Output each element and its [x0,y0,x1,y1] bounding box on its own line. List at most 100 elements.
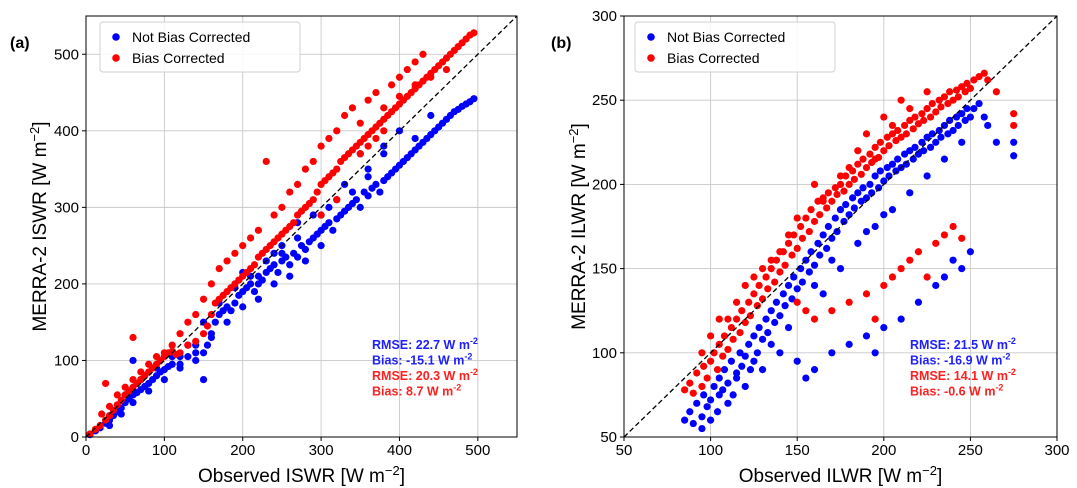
x-tick-label: 250 [958,442,983,459]
data-point [797,222,805,231]
data-point [888,130,897,138]
data-point [828,349,836,357]
y-axis-label: MERRA-2 ISWR [W m−2] [27,121,51,331]
data-point [802,307,810,315]
data-point [897,315,905,323]
data-point [333,196,341,204]
data-point [845,340,853,348]
data-point [940,93,949,101]
data-point [918,138,926,146]
x-tick-label: 200 [230,442,255,459]
data-point [286,188,294,196]
data-point [729,335,737,343]
data-point [958,83,966,91]
data-point [816,211,824,219]
data-point [317,142,325,150]
data-point [741,318,749,327]
data-point [239,242,247,250]
data-point [767,265,775,273]
data-point [301,257,310,265]
data-point [807,248,815,256]
data-point [380,104,388,112]
data-point [854,239,862,247]
data-point [816,251,824,259]
data-point [750,332,758,340]
data-point [980,113,988,121]
data-point [797,265,805,273]
data-point [1010,138,1018,146]
data-point [926,143,935,151]
data-point [732,298,741,306]
legend-marker [112,54,120,62]
data-point [105,402,114,410]
data-point [325,203,333,211]
data-point [963,105,971,113]
data-point [192,356,200,365]
data-point [317,242,325,250]
data-point [419,50,427,58]
data-point [411,134,419,143]
data-point [211,318,219,326]
data-point [192,349,200,357]
data-point [727,357,735,365]
data-point [681,386,689,394]
data-point [793,357,801,365]
legend-marker [647,33,655,41]
data-point [96,421,104,430]
data-point [875,184,883,192]
data-point [992,138,1000,146]
data-point [810,217,819,226]
data-point [411,81,419,89]
data-point [932,138,940,146]
data-point [286,272,294,280]
data-point [129,333,137,342]
data-point [364,192,372,200]
one-to-one-line [85,15,518,438]
data-point [880,211,888,219]
data-point [199,330,208,338]
data-point [333,165,341,173]
data-point [325,219,333,227]
data-point [897,96,905,104]
data-point [888,206,897,214]
data-point [966,248,975,256]
data-point [914,120,923,128]
data-point [317,211,325,219]
data-point [949,96,957,104]
data-point [356,119,364,127]
stats-text: RMSE: 20.3 W m-2 [372,367,478,383]
data-point [871,155,879,163]
data-point [885,142,893,150]
data-point [278,203,286,211]
y-tick-label: 300 [54,199,79,216]
data-point [176,349,184,357]
data-point [411,58,419,66]
data-point [949,126,957,135]
data-point [105,411,114,420]
data-point [883,163,891,172]
x-tick-label: 50 [616,442,633,459]
x-tick-label: 100 [698,442,723,459]
data-point [810,366,819,374]
data-point [736,328,744,337]
data-point [963,79,971,87]
x-tick-label: 100 [152,442,177,459]
data-point [926,113,935,121]
data-point [101,379,110,388]
data-point [802,214,810,222]
data-point [880,281,888,290]
data-point [700,391,708,399]
data-point [395,92,404,100]
data-point [871,222,879,231]
data-point [810,315,819,323]
data-point [313,188,321,196]
data-point [771,318,779,327]
data-point [1010,110,1018,118]
data-point [906,256,914,264]
data-point [750,290,758,298]
data-point [850,175,858,183]
stats-text: Bias: -0.6 W m-2 [910,383,1003,399]
data-point [720,366,729,374]
data-point [883,133,891,141]
data-point [262,157,270,166]
